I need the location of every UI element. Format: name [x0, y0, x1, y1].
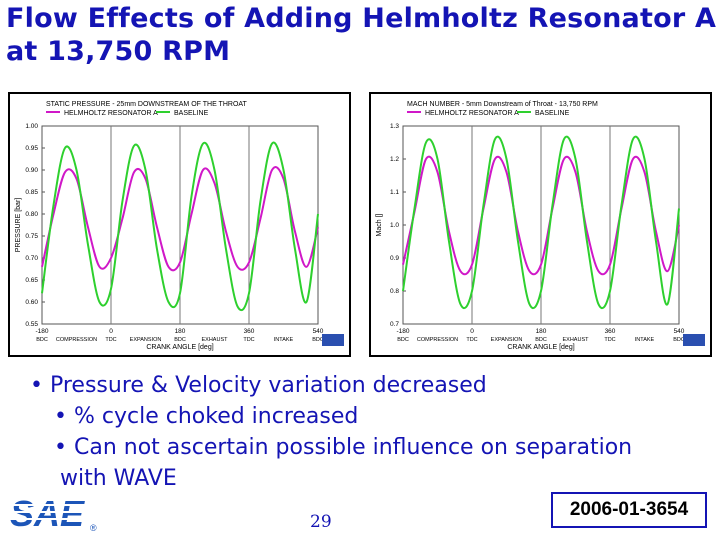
phase-label: COMPRESSION [417, 337, 458, 343]
x-axis-label: CRANK ANGLE [deg] [507, 344, 574, 351]
series-line-1 [41, 141, 319, 312]
y-axis-label: Mach [] [376, 213, 383, 236]
bullet-item: • Pressure & Velocity variation decrease… [30, 373, 487, 398]
phase-label: BDC [36, 337, 48, 343]
phase-label: COMPRESSION [56, 337, 97, 343]
pressure-chart-frame: STATIC PRESSURE - 25mm DOWNSTREAM OF THE… [8, 92, 351, 357]
y-tick-label: 1.1 [390, 189, 399, 196]
series-line-0 [41, 166, 319, 272]
legend-entry-1: BASELINE [174, 110, 209, 117]
y-tick-label: 0.95 [25, 145, 38, 152]
x-tick-label: -180 [396, 328, 409, 335]
x-tick-label: 0 [109, 328, 113, 335]
y-tick-label: 1.2 [390, 156, 399, 163]
mach-chart: MACH NUMBER - 5mm Downstream of Throat -… [371, 94, 710, 355]
x-tick-label: -180 [35, 328, 48, 335]
y-tick-label: 1.00 [25, 123, 38, 130]
y-tick-label: 0.70 [25, 255, 38, 262]
chart-title: STATIC PRESSURE - 25mm DOWNSTREAM OF THE… [46, 101, 248, 108]
x-tick-label: 540 [674, 328, 685, 335]
phase-label: BDC [312, 337, 324, 343]
y-tick-label: 0.85 [25, 189, 38, 196]
y-tick-label: 0.55 [25, 321, 38, 328]
legend-entry-0: HELMHOLTZ RESONATOR A [425, 110, 519, 117]
x-tick-label: 180 [536, 328, 547, 335]
bullet-subitem: • Can not ascertain possible influence o… [54, 435, 633, 460]
phase-label: BDC [174, 337, 186, 343]
y-tick-label: 1.3 [390, 123, 399, 130]
y-axis-label: PRESSURE [bar] [15, 198, 22, 253]
legend-entry-1: BASELINE [535, 110, 570, 117]
y-tick-label: 0.75 [25, 233, 38, 240]
phase-label: EXPANSION [491, 337, 523, 343]
series-line-0 [402, 155, 680, 276]
y-tick-label: 0.60 [25, 299, 38, 306]
x-tick-label: 180 [175, 328, 186, 335]
pressure-chart: STATIC PRESSURE - 25mm DOWNSTREAM OF THE… [10, 94, 349, 355]
paper-id-box: 2006-01-3654 [551, 492, 707, 528]
phase-label: INTAKE [274, 337, 294, 343]
bullet-subitem: • % cycle choked increased [54, 404, 359, 429]
sae-logo-stripes [12, 496, 92, 499]
phase-label: INTAKE [635, 337, 655, 343]
y-tick-label: 0.90 [25, 167, 38, 174]
bullet-list: • Pressure & Velocity variation decrease… [30, 370, 632, 494]
slide-title: Flow Effects of Adding Helmholtz Resonat… [6, 3, 717, 67]
x-tick-label: 0 [470, 328, 474, 335]
sae-logo: SAE ® [10, 493, 97, 532]
chart-title: MACH NUMBER - 5mm Downstream of Throat -… [407, 101, 598, 108]
y-tick-label: 0.8 [390, 288, 399, 295]
y-tick-label: 0.80 [25, 211, 38, 218]
phase-label: EXPANSION [130, 337, 162, 343]
y-tick-label: 0.9 [390, 255, 399, 262]
phase-label: EXHAUST [202, 337, 229, 343]
y-tick-label: 0.65 [25, 277, 38, 284]
bullet-text: % cycle choked increased [73, 404, 359, 429]
series-line-1 [402, 135, 680, 309]
phase-label: TDC [604, 337, 615, 343]
phase-label: BDC [397, 337, 409, 343]
registered-mark: ® [90, 523, 97, 532]
x-tick-label: 360 [605, 328, 616, 335]
phase-label: TDC [243, 337, 254, 343]
chart-corner-logo [683, 334, 705, 346]
page-number: 29 [310, 512, 332, 532]
phase-label: TDC [466, 337, 477, 343]
chart-corner-logo [322, 334, 344, 346]
mach-chart-frame: MACH NUMBER - 5mm Downstream of Throat -… [369, 92, 712, 357]
phase-label: BDC [673, 337, 685, 343]
y-tick-label: 1.0 [390, 222, 399, 229]
y-tick-label: 0.7 [390, 321, 399, 328]
bullet-text: Can not ascertain possible influence on … [73, 435, 633, 460]
legend-entry-0: HELMHOLTZ RESONATOR A [64, 110, 158, 117]
bullet-text: Pressure & Velocity variation decreased [49, 373, 487, 398]
x-axis-label: CRANK ANGLE [deg] [146, 344, 213, 351]
phase-label: EXHAUST [563, 337, 590, 343]
bullet-continuation: with WAVE [60, 466, 177, 491]
phase-label: TDC [105, 337, 116, 343]
x-tick-label: 540 [313, 328, 324, 335]
phase-label: BDC [535, 337, 547, 343]
x-tick-label: 360 [244, 328, 255, 335]
